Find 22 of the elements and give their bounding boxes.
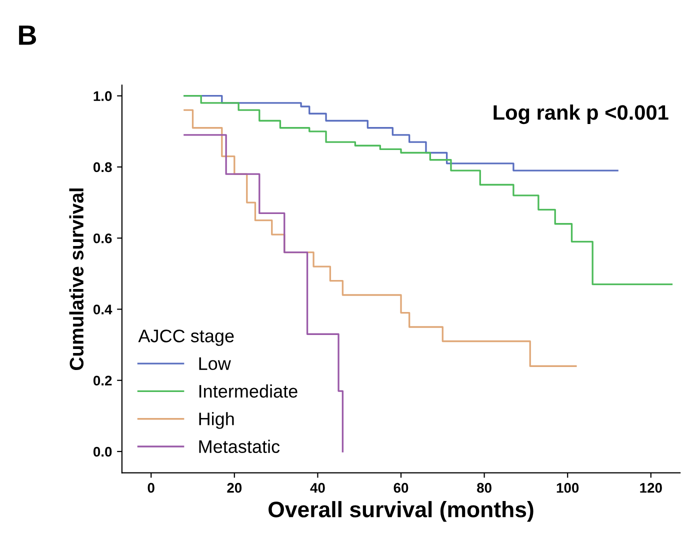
legend-label: High — [199, 412, 234, 429]
y-tick-label: 1.0 — [94, 91, 112, 102]
y-tick-label: 0.2 — [93, 376, 112, 386]
legend-label: Low — [199, 357, 231, 370]
y-tick-label: 0.4 — [93, 304, 112, 314]
x-tick-label: 120 — [640, 482, 662, 493]
x-tick-label: 80 — [477, 482, 492, 493]
x-axis-title: Overall survival (months) — [268, 501, 534, 522]
x-tick-label: 60 — [394, 482, 408, 493]
annotation: Log rank p <0.001 — [494, 104, 668, 124]
chart-title: B — [19, 26, 36, 45]
x-tick-label: 0 — [148, 482, 154, 493]
x-tick-label: 40 — [310, 482, 325, 493]
legend-label: Intermediate — [199, 384, 298, 398]
legend-label: Metastatic — [199, 440, 280, 454]
y-tick-label: 0.8 — [93, 162, 112, 172]
legend-title: AJCC stage — [138, 330, 234, 346]
y-tick-label: 0.0 — [93, 446, 112, 457]
x-tick-label: 20 — [227, 482, 242, 493]
x-tick-label: 100 — [556, 482, 579, 493]
y-axis-title: Cumulative survival — [69, 188, 84, 370]
y-tick-label: 0.6 — [93, 233, 112, 244]
